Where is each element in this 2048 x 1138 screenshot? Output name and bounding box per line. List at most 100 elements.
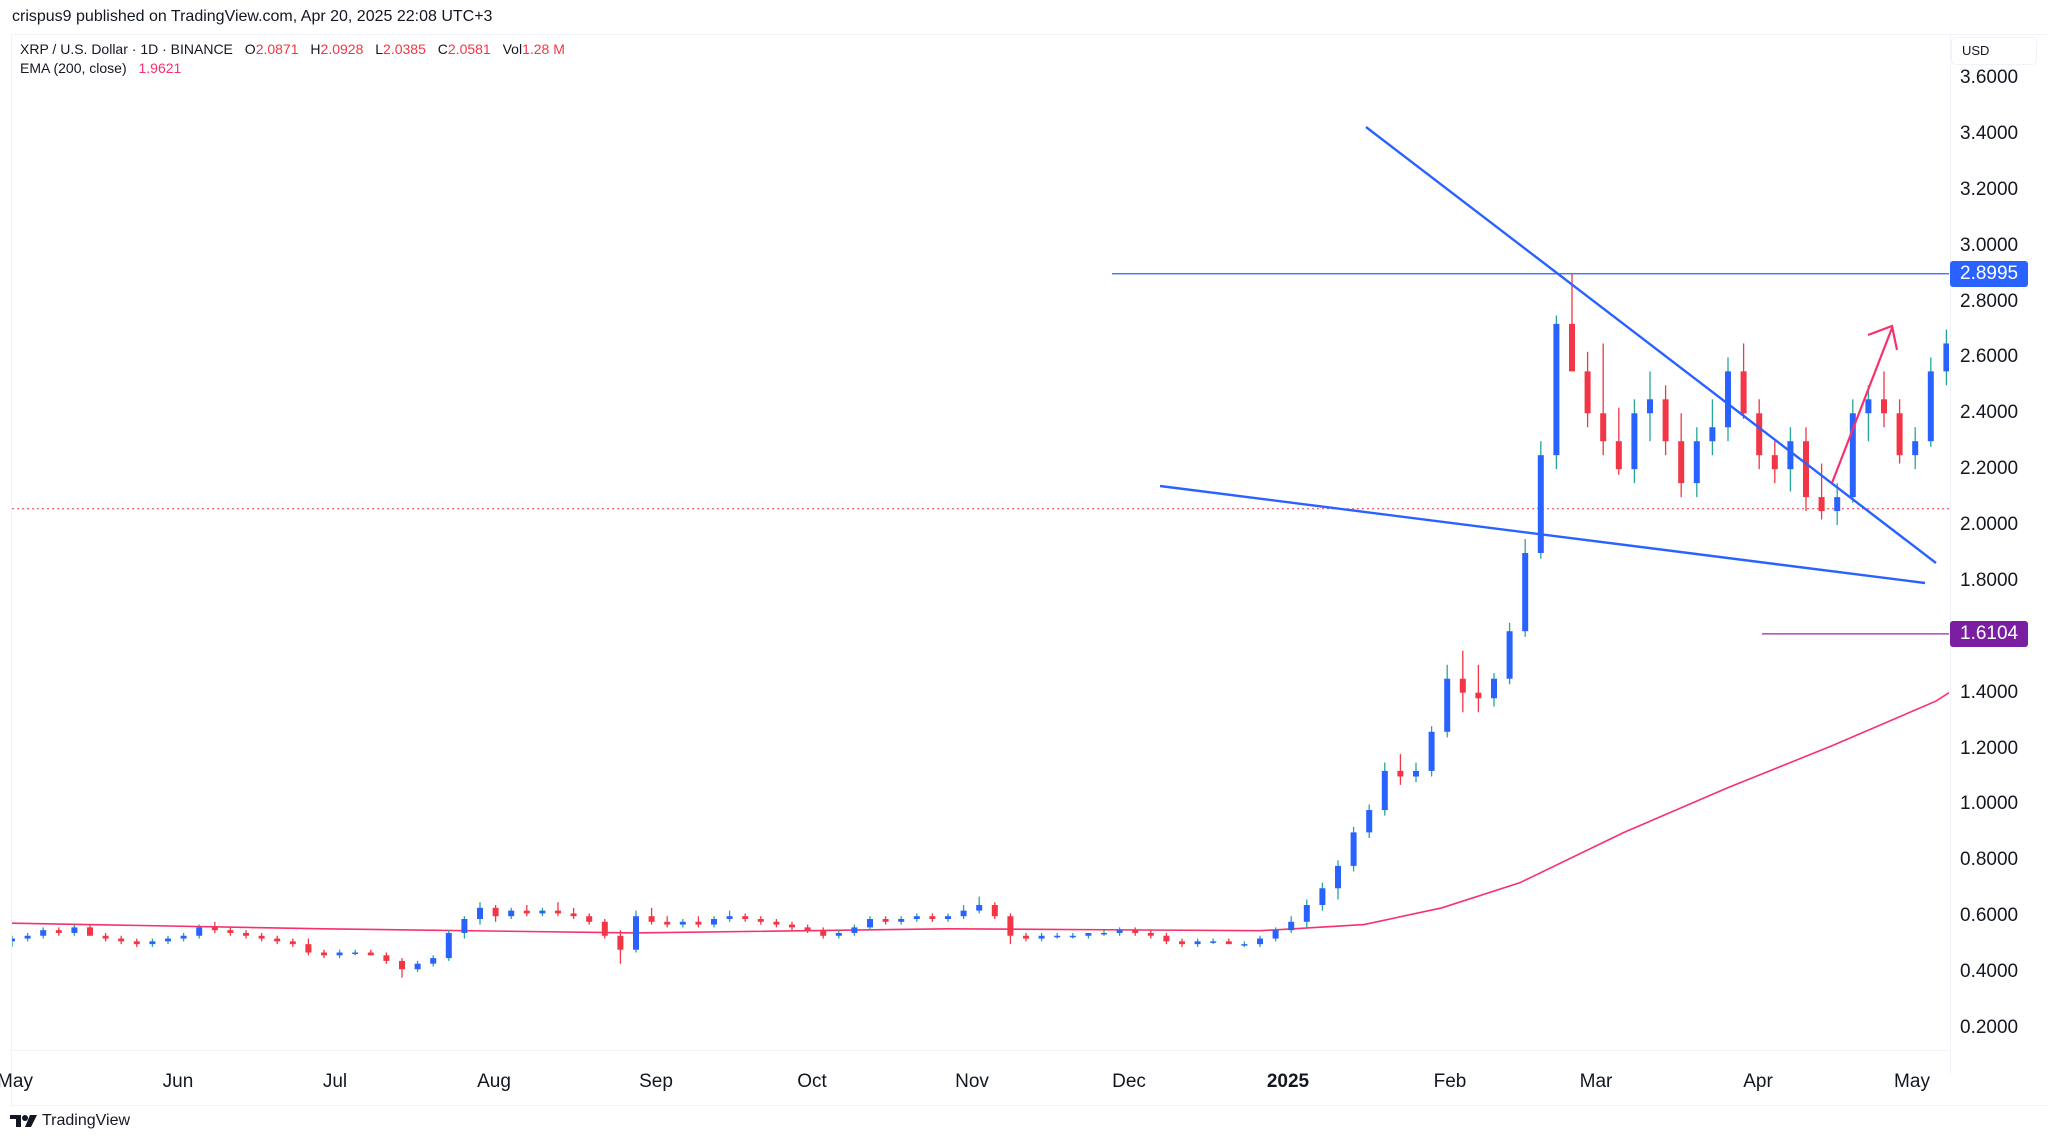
high-value: 2.0928 [320, 41, 364, 57]
candle-body [1163, 935, 1170, 942]
time-tick-label: Jul [322, 1071, 348, 1092]
plot-area [12, 126, 2027, 978]
candle-body [445, 932, 452, 959]
candle-body [352, 952, 359, 955]
candle-body [1912, 441, 1919, 456]
candle-body [1865, 399, 1872, 414]
time-tick-label: Dec [1112, 1071, 1146, 1092]
time-tick-label: 2025 [1266, 1071, 1310, 1092]
candle-body [430, 958, 437, 964]
candle-body [617, 935, 624, 950]
price-axis[interactable] [1950, 34, 2047, 1074]
candle-body [1709, 427, 1716, 442]
candle-body [1491, 678, 1497, 699]
price-tick-label: 1.2000 [1960, 737, 2019, 759]
candle-body [601, 921, 608, 936]
time-tick-label: Feb [1433, 1071, 1467, 1092]
currency-button[interactable]: USD [1952, 38, 2036, 64]
candle-body [321, 952, 327, 956]
candle-body [508, 910, 515, 917]
low-value: 2.0385 [383, 41, 426, 57]
candle-body [1132, 930, 1139, 933]
candle-body [1054, 935, 1061, 938]
candle-body [258, 935, 265, 939]
candle-body [1257, 938, 1263, 945]
price-tick-label: 2.8000 [1960, 290, 2019, 312]
candle-body [2006, 218, 2012, 260]
price-tick-label: 3.0000 [1960, 234, 2019, 256]
candle-body [523, 910, 530, 914]
candle-body [1210, 941, 1217, 943]
candle-body [1288, 921, 1295, 931]
candle-body [118, 938, 125, 942]
symbol-title[interactable]: XRP / U.S. Dollar · 1D · BINANCE [20, 41, 233, 57]
close-value: 2.0581 [447, 41, 491, 57]
chart-legend: XRP / U.S. Dollar · 1D · BINANCE O2.0871… [20, 40, 565, 78]
candle-body [804, 927, 811, 931]
candle-body [1803, 441, 1809, 498]
candle-body [40, 930, 47, 936]
candle-body [399, 960, 405, 970]
candle-body [1818, 497, 1825, 512]
time-tick-label: Oct [797, 1071, 827, 1092]
price-tick-label: 3.2000 [1960, 178, 2019, 200]
candle-body [1038, 935, 1045, 939]
ema-label[interactable]: EMA (200, close) [20, 60, 127, 76]
time-axis[interactable] [11, 1050, 1951, 1103]
price-tick-label: 0.8000 [1960, 849, 2019, 871]
candle-body [1459, 678, 1466, 693]
candle-body [461, 918, 468, 933]
candle-body [1662, 399, 1669, 442]
candle-body [1990, 162, 1996, 260]
candle-body [1615, 441, 1622, 470]
candle-body [243, 932, 249, 936]
candle-body [773, 921, 780, 925]
price-tick-label: 0.6000 [1960, 905, 2019, 927]
price-tick-label: 3.6000 [1960, 67, 2019, 88]
candle-body [664, 921, 671, 925]
chart-frame [11, 34, 2047, 1106]
candle-body [789, 924, 795, 928]
candle-body [2021, 218, 2027, 232]
candle-body [960, 910, 967, 917]
candle-body [492, 907, 499, 917]
candle-body [1350, 832, 1357, 866]
candle-body [1522, 552, 1529, 632]
candle-body [820, 930, 827, 936]
candle-body [1272, 930, 1279, 939]
candle-body [1506, 631, 1513, 679]
candle-body [12, 938, 15, 942]
candle-body [1600, 413, 1607, 442]
candle-body [711, 918, 717, 925]
candle-body [1069, 935, 1076, 938]
candle-body [945, 916, 951, 919]
candle-body [1116, 930, 1123, 933]
candle-body [305, 944, 312, 953]
candle-body [695, 921, 702, 925]
vol-value: 1.28 M [522, 41, 565, 57]
candle-body [87, 927, 93, 936]
candle-body [274, 938, 281, 942]
candle-body [1693, 441, 1700, 484]
candle-body [835, 932, 842, 936]
candle-body [477, 907, 483, 919]
candle-body [1194, 941, 1201, 945]
ema-200-line [12, 691, 1949, 934]
breakout-arrow [1830, 327, 1894, 484]
candle-body [570, 913, 577, 917]
candle-body [196, 927, 203, 936]
time-tick-label: Apr [1743, 1071, 1773, 1092]
candle-body [851, 927, 858, 933]
tradingview-logo-icon [10, 1115, 37, 1127]
candle-body [1569, 323, 1575, 372]
candle-body [149, 941, 156, 945]
ema-row: EMA (200, close) 1.9621 [20, 59, 565, 78]
tradingview-brand: TradingView [42, 1112, 131, 1129]
price-tick-label: 1.8000 [1960, 569, 2019, 591]
candle-body [913, 916, 920, 919]
candle-body [1975, 162, 1981, 204]
candle-body [742, 916, 749, 919]
price-tick-label: 0.2000 [1960, 1016, 2019, 1038]
candle-body [133, 941, 140, 945]
